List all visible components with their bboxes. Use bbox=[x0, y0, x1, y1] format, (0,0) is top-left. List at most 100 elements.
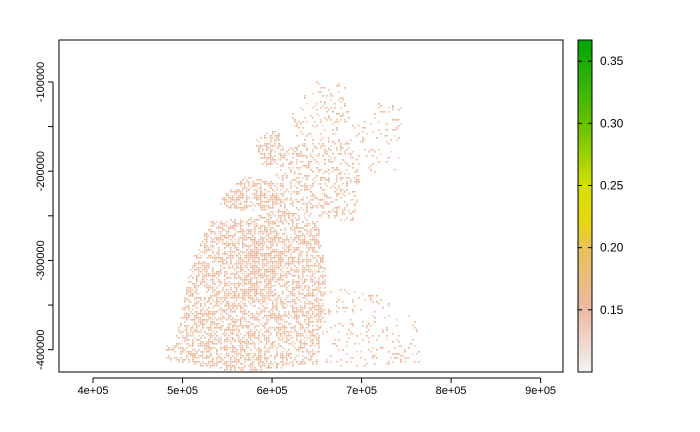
raster-cell bbox=[224, 225, 226, 227]
raster-cell bbox=[244, 317, 246, 319]
raster-cell bbox=[202, 319, 204, 321]
raster-cell bbox=[218, 275, 220, 277]
raster-cell bbox=[296, 235, 298, 237]
raster-cell bbox=[254, 221, 256, 223]
raster-cell bbox=[230, 227, 232, 229]
raster-cell bbox=[204, 331, 206, 333]
raster-cell bbox=[272, 193, 274, 195]
raster-cell bbox=[274, 319, 276, 321]
raster-cell bbox=[248, 353, 250, 355]
raster-cell bbox=[304, 155, 306, 157]
raster-cell bbox=[282, 361, 284, 363]
raster-cell bbox=[250, 201, 252, 203]
raster-cell bbox=[254, 237, 256, 239]
raster-cell bbox=[246, 245, 248, 247]
raster-cell bbox=[254, 369, 256, 371]
raster-cell bbox=[324, 313, 326, 315]
raster-cell bbox=[200, 319, 202, 321]
raster-cell bbox=[276, 201, 278, 203]
raster-cell bbox=[276, 349, 278, 351]
raster-cell bbox=[416, 331, 418, 333]
raster-cell bbox=[212, 231, 214, 233]
raster-cell bbox=[280, 251, 282, 253]
raster-cell bbox=[258, 245, 260, 247]
raster-cell bbox=[312, 239, 314, 241]
raster-cell bbox=[202, 269, 204, 271]
raster-cell bbox=[294, 301, 296, 303]
raster-cell bbox=[192, 349, 194, 351]
raster-cell bbox=[230, 219, 232, 221]
raster-cell bbox=[262, 299, 264, 301]
raster-cell bbox=[298, 263, 300, 265]
raster-cell bbox=[340, 101, 342, 103]
raster-cell bbox=[292, 263, 294, 265]
raster-cell bbox=[240, 341, 242, 343]
raster-cell bbox=[186, 299, 188, 301]
raster-cell bbox=[318, 169, 320, 171]
raster-cell bbox=[250, 233, 252, 235]
raster-cell bbox=[222, 223, 224, 225]
raster-cell bbox=[270, 267, 272, 269]
raster-cell bbox=[258, 319, 260, 321]
raster-cell bbox=[200, 303, 202, 305]
raster-cell bbox=[264, 281, 266, 283]
raster-cell bbox=[362, 141, 364, 143]
raster-cell bbox=[294, 233, 296, 235]
raster-cell bbox=[260, 137, 262, 139]
raster-cell bbox=[252, 251, 254, 253]
raster-cell bbox=[252, 185, 254, 187]
raster-cell bbox=[268, 205, 270, 207]
raster-cell bbox=[222, 359, 224, 361]
raster-cell bbox=[310, 345, 312, 347]
raster-cell bbox=[246, 343, 248, 345]
raster-cell bbox=[240, 283, 242, 285]
raster-cell bbox=[226, 297, 228, 299]
raster-cell bbox=[278, 209, 280, 211]
raster-cell bbox=[296, 201, 298, 203]
raster-cell bbox=[298, 181, 300, 183]
raster-cell bbox=[336, 177, 338, 179]
raster-cell bbox=[376, 349, 378, 351]
raster-cell bbox=[268, 269, 270, 271]
raster-cell bbox=[298, 223, 300, 225]
raster-cell bbox=[290, 245, 292, 247]
raster-cell bbox=[286, 159, 288, 161]
raster-cell bbox=[318, 311, 320, 313]
raster-cell bbox=[316, 167, 318, 169]
raster-cell bbox=[264, 221, 266, 223]
raster-cell bbox=[266, 227, 268, 229]
raster-cell bbox=[412, 353, 414, 355]
raster-cell bbox=[228, 255, 230, 257]
raster-cell bbox=[260, 195, 262, 197]
raster-cell bbox=[272, 197, 274, 199]
raster-cell bbox=[254, 325, 256, 327]
raster-cell bbox=[192, 335, 194, 337]
raster-cell bbox=[268, 363, 270, 365]
raster-cell bbox=[298, 253, 300, 255]
raster-cell bbox=[212, 363, 214, 365]
raster-cell bbox=[252, 181, 254, 183]
raster-cell bbox=[274, 285, 276, 287]
raster-cell bbox=[286, 355, 288, 357]
raster-cell bbox=[194, 315, 196, 317]
raster-cell bbox=[250, 205, 252, 207]
raster-cell bbox=[304, 259, 306, 261]
raster-cell bbox=[250, 237, 252, 239]
raster-cell bbox=[310, 315, 312, 317]
raster-cell bbox=[276, 253, 278, 255]
raster-cell bbox=[248, 315, 250, 317]
raster-cell bbox=[324, 129, 326, 131]
raster-cell bbox=[256, 281, 258, 283]
raster-cell bbox=[210, 245, 212, 247]
raster-cell bbox=[366, 331, 368, 333]
raster-cell bbox=[252, 341, 254, 343]
raster-cell bbox=[208, 263, 210, 265]
raster-cell bbox=[204, 235, 206, 237]
raster-cell bbox=[302, 145, 304, 147]
raster-cell bbox=[238, 197, 240, 199]
raster-cell bbox=[244, 359, 246, 361]
raster-cell bbox=[328, 141, 330, 143]
raster-cell bbox=[246, 277, 248, 279]
raster-cell bbox=[292, 295, 294, 297]
raster-cell bbox=[334, 169, 336, 171]
